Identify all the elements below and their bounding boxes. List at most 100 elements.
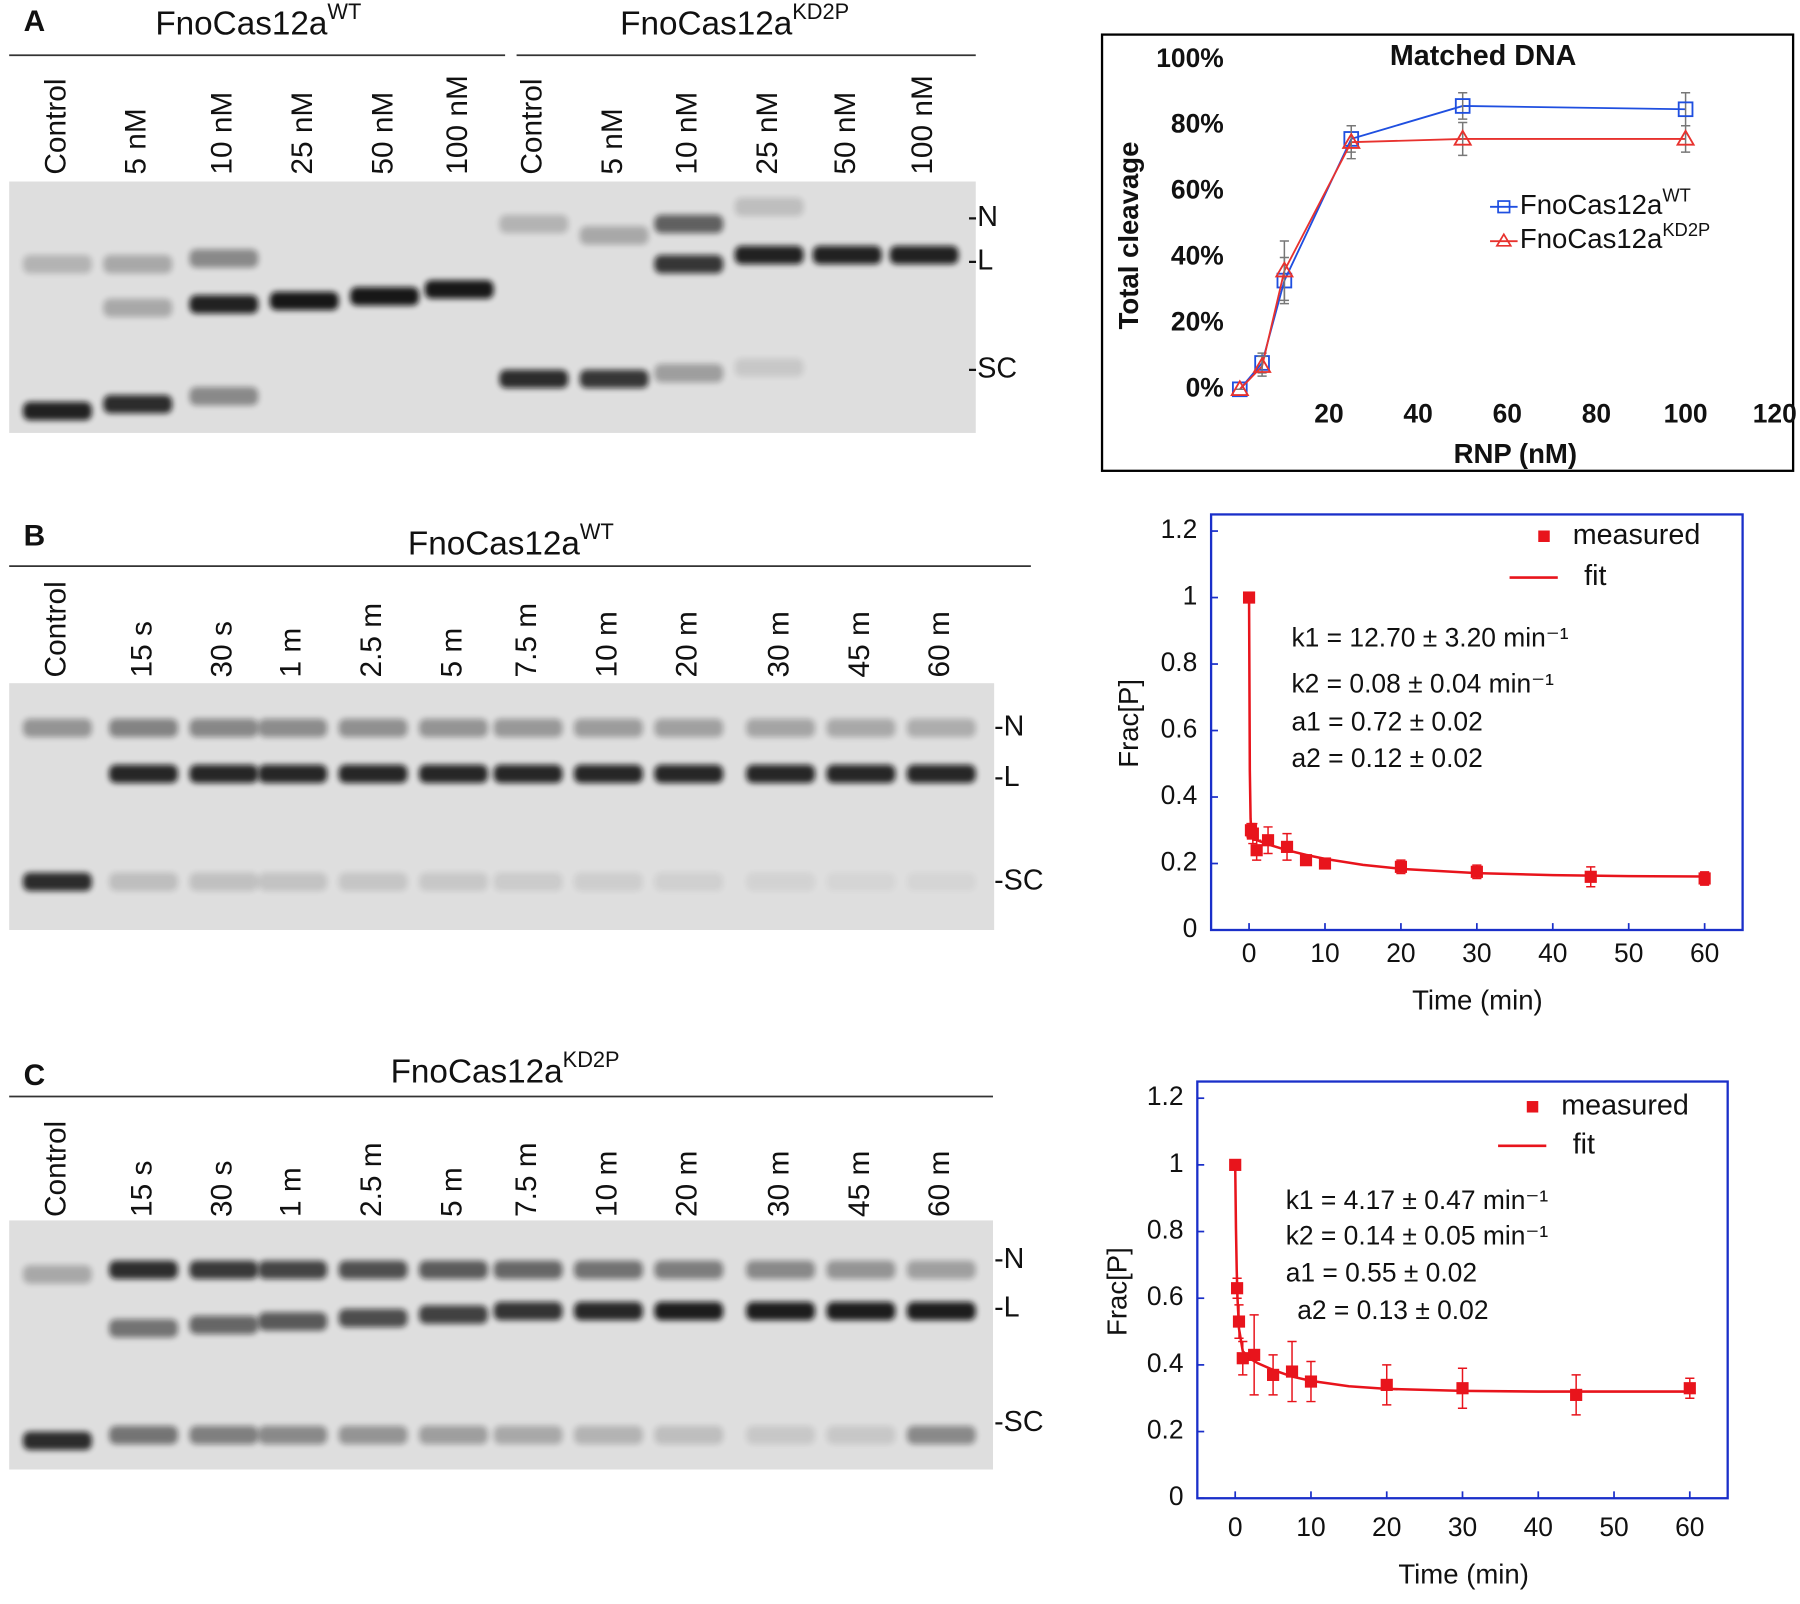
y-tick-label: 0.8 [1161, 647, 1198, 677]
x-tick-label: 40 [1538, 938, 1567, 968]
gel-band [573, 872, 643, 891]
gel-band [493, 1425, 563, 1445]
data-point [1454, 98, 1471, 114]
x-tick-label: 60 [1675, 1512, 1704, 1542]
gel-band [258, 1260, 328, 1279]
gel-band [493, 764, 563, 784]
gel-title: FnoCas12aKD2P [391, 1047, 620, 1091]
lane-label: 10 m [590, 1151, 623, 1217]
gel-band [258, 764, 328, 784]
gel-band [419, 1425, 488, 1445]
data-point [1683, 1382, 1696, 1395]
y-tick-label: 0 [1183, 913, 1198, 943]
x-tick-label: 50 [1599, 1512, 1628, 1542]
lane-label: 2.5 m [355, 1142, 388, 1217]
x-axis-label: RNP (nM) [1454, 438, 1577, 469]
gel-title: FnoCas12aWT [408, 519, 614, 563]
gel-band [654, 364, 724, 383]
annotation: k2 = 0.14 ± 0.05 min⁻¹ [1286, 1221, 1549, 1251]
y-axis-label: Total cleavage [1113, 142, 1144, 330]
gel-band [826, 718, 896, 738]
gel-band [906, 764, 976, 784]
gel-band [419, 718, 488, 738]
gel-band [22, 254, 92, 274]
gel-band [22, 718, 92, 738]
x-tick-label: 10 [1296, 1512, 1325, 1542]
lane-label: 5 m [435, 1167, 468, 1217]
gel-band [746, 1425, 816, 1445]
gel-band [746, 1301, 816, 1321]
data-point [1570, 1388, 1583, 1401]
legend-name: FnoCas12a [1520, 189, 1663, 220]
gel-band [654, 718, 724, 738]
gel-title-name: FnoCas12a [408, 525, 581, 562]
gel-band [109, 1260, 178, 1279]
lane-label: 5 nM [596, 108, 629, 174]
x-tick-label: 50 [1614, 938, 1643, 968]
series-line [1247, 597, 1705, 878]
gel-band [338, 1425, 408, 1445]
band-label: -L [994, 761, 1020, 793]
gel-band [812, 245, 882, 265]
gel-band [22, 1431, 92, 1451]
gel-band [109, 764, 178, 784]
gel-band [654, 764, 724, 784]
gel-band [22, 401, 92, 421]
lane-label: 30 s [206, 1161, 239, 1217]
gel-band [493, 1301, 563, 1321]
band-label: -SC [968, 352, 1017, 384]
gel-title-sup: WT [327, 0, 361, 24]
lane-label: 10 m [590, 611, 623, 677]
x-tick-label: 40 [1524, 1512, 1553, 1542]
band-label: -SC [994, 864, 1043, 896]
gel-band [573, 718, 643, 738]
gel-band [906, 1301, 976, 1321]
legend-label: fit [1584, 560, 1606, 592]
y-axis-label: Frac[P] [1102, 1247, 1133, 1336]
gel-band [419, 872, 488, 891]
legend-label: fit [1573, 1128, 1595, 1160]
gel-band [189, 764, 259, 784]
gel-band [654, 1260, 724, 1279]
gel-band [734, 197, 804, 216]
x-tick-label: 100 [1664, 399, 1708, 429]
y-tick-label: 0.8 [1147, 1215, 1184, 1245]
gel-band [746, 764, 816, 784]
x-tick-label: 120 [1753, 399, 1797, 429]
legend-label: measured [1561, 1089, 1689, 1121]
y-tick-label: 0.4 [1161, 780, 1198, 810]
gel-band [746, 872, 816, 891]
gel-band [189, 249, 259, 268]
lane-label: Control [516, 78, 549, 174]
y-tick-label: 0.6 [1147, 1281, 1184, 1311]
lane-label: 5 m [435, 628, 468, 678]
lane-label: 10 nM [671, 92, 704, 175]
gel-band [350, 287, 420, 306]
legend-marker [1526, 1101, 1539, 1113]
error-bar [1279, 240, 1289, 302]
gel-band [189, 872, 259, 891]
gel-title-sup: KD2P [563, 1047, 620, 1072]
y-tick-label: 0.2 [1161, 846, 1198, 876]
gel-band [906, 718, 976, 738]
band-label: -N [994, 711, 1024, 743]
gel-band [579, 369, 649, 389]
x-tick-label: 20 [1386, 938, 1415, 968]
x-tick-label: 20 [1314, 399, 1343, 429]
error-bar [1458, 92, 1468, 120]
lane-label: 30 m [762, 611, 795, 677]
data-point [1252, 356, 1272, 373]
y-tick-label: 100% [1156, 43, 1224, 73]
gel-band [109, 872, 178, 891]
y-tick-label: 60% [1171, 175, 1224, 205]
lane-label: 7.5 m [510, 603, 543, 678]
lane-label: 100 nM [906, 75, 939, 174]
legend-marker [1497, 200, 1511, 214]
gel-band [654, 1301, 724, 1321]
legend-marker [1538, 530, 1550, 542]
gel-band [338, 872, 408, 891]
gel-band [109, 718, 178, 738]
gel-band [573, 1425, 643, 1445]
gel-band [826, 764, 896, 784]
